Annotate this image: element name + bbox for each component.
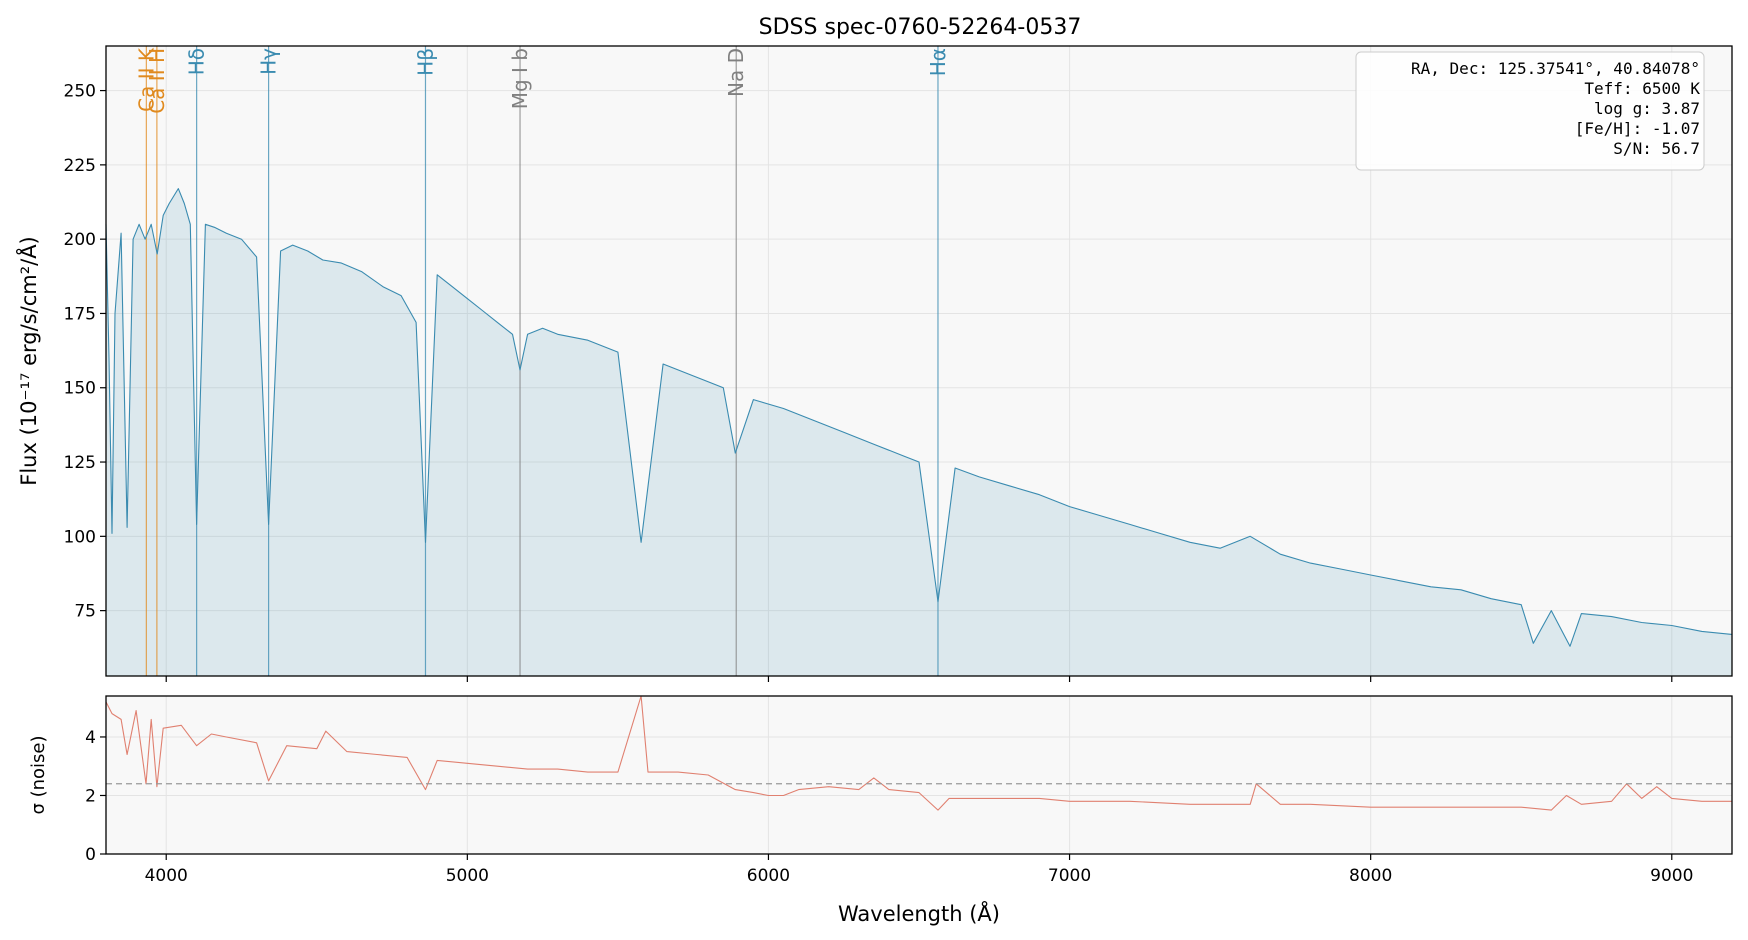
marker-label: Ca II H	[145, 48, 169, 114]
marker-label: Hα	[926, 48, 950, 76]
marker-label: Hβ	[414, 48, 438, 76]
marker-label: Ca II K	[134, 47, 158, 112]
x-tick-label: 9000	[1650, 866, 1693, 886]
info-logg: log g: 3.87	[1594, 99, 1700, 118]
info-teff: Teff: 6500 K	[1584, 79, 1700, 98]
chart-title: SDSS spec-0760-52264-0537	[759, 15, 1082, 40]
y-tick-label: 200	[64, 230, 96, 250]
y-tick-label: 125	[64, 453, 96, 473]
flux-fill-area	[106, 188, 1732, 676]
x-tick-label: 6000	[747, 866, 790, 886]
y-tick-label: 0	[85, 845, 96, 865]
main-grid	[106, 46, 1732, 676]
info-feh: [Fe/H]: -1.07	[1575, 119, 1700, 138]
x-tick-label: 5000	[446, 866, 489, 886]
line-markers: Ca II KCa II H Hδ Hγ Hβ Mg I b Na D Hα	[134, 46, 950, 676]
info-coords: RA, Dec: 125.37541°, 40.84078°	[1411, 59, 1700, 78]
y-tick-label: 75	[74, 602, 96, 622]
main-y-axis-label: Flux (10⁻¹⁷ erg/s/cm²/Å)	[15, 236, 41, 486]
y-tick-label: 2	[85, 786, 96, 806]
marker-label: Mg I b	[508, 48, 532, 109]
y-tick-label: 150	[64, 379, 96, 399]
info-box-frame	[1355, 51, 1705, 171]
main-plot-frame	[105, 45, 1733, 677]
flux-series	[105, 188, 1733, 647]
series-line	[105, 695, 1732, 811]
noise-ticks: 4000 5000 6000 7000 8000 9000 0 2 4	[85, 728, 1693, 886]
marker-label: Hδ	[185, 48, 209, 75]
info-box: RA, Dec: 125.37541°, 40.84078° Teff: 650…	[1355, 51, 1705, 171]
y-tick-label: 175	[64, 304, 96, 324]
marker-label: Na D	[724, 48, 748, 97]
y-tick-label: 225	[64, 156, 96, 176]
main-ticks: 75 100 125 150 175 200 225 250	[64, 82, 1673, 682]
noise-series	[105, 695, 1732, 811]
y-tick-label: 100	[64, 527, 96, 547]
x-axis-label: Wavelength (Å)	[838, 900, 1000, 926]
y-tick-label: 4	[85, 728, 96, 748]
noise-plot-frame	[105, 695, 1733, 855]
info-snr: S/N: 56.7	[1613, 139, 1700, 158]
x-tick-label: 8000	[1349, 866, 1392, 886]
noise-y-axis-label: σ (noise)	[28, 735, 49, 814]
noise-plot-area	[106, 696, 1732, 854]
x-tick-label: 4000	[145, 866, 188, 886]
flux-fill-group	[106, 188, 1732, 676]
marker-label: Hγ	[257, 48, 281, 75]
series-line	[105, 188, 1733, 647]
y-tick-label: 250	[64, 82, 96, 102]
x-tick-label: 7000	[1048, 866, 1091, 886]
